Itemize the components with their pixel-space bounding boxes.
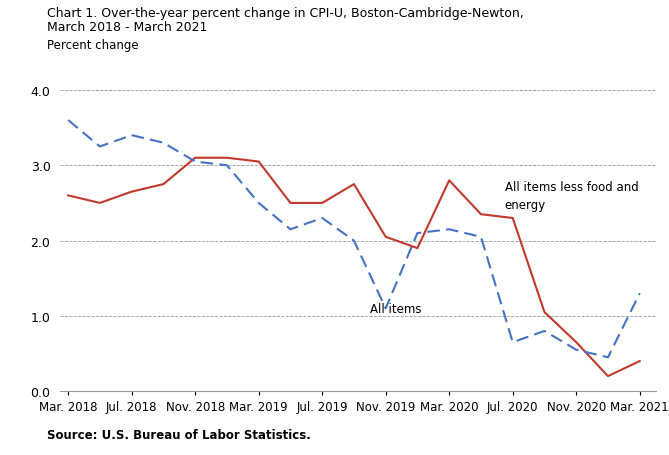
- Text: Chart 1. Over-the-year percent change in CPI-U, Boston-Cambridge-Newton,: Chart 1. Over-the-year percent change in…: [47, 7, 524, 20]
- Text: All items less food and: All items less food and: [505, 181, 638, 193]
- Text: March 2018 - March 2021: March 2018 - March 2021: [47, 20, 207, 34]
- Text: Percent change: Percent change: [47, 39, 138, 52]
- Text: Source: U.S. Bureau of Labor Statistics.: Source: U.S. Bureau of Labor Statistics.: [47, 428, 310, 441]
- Text: energy: energy: [505, 198, 546, 212]
- Text: All items: All items: [370, 302, 421, 315]
